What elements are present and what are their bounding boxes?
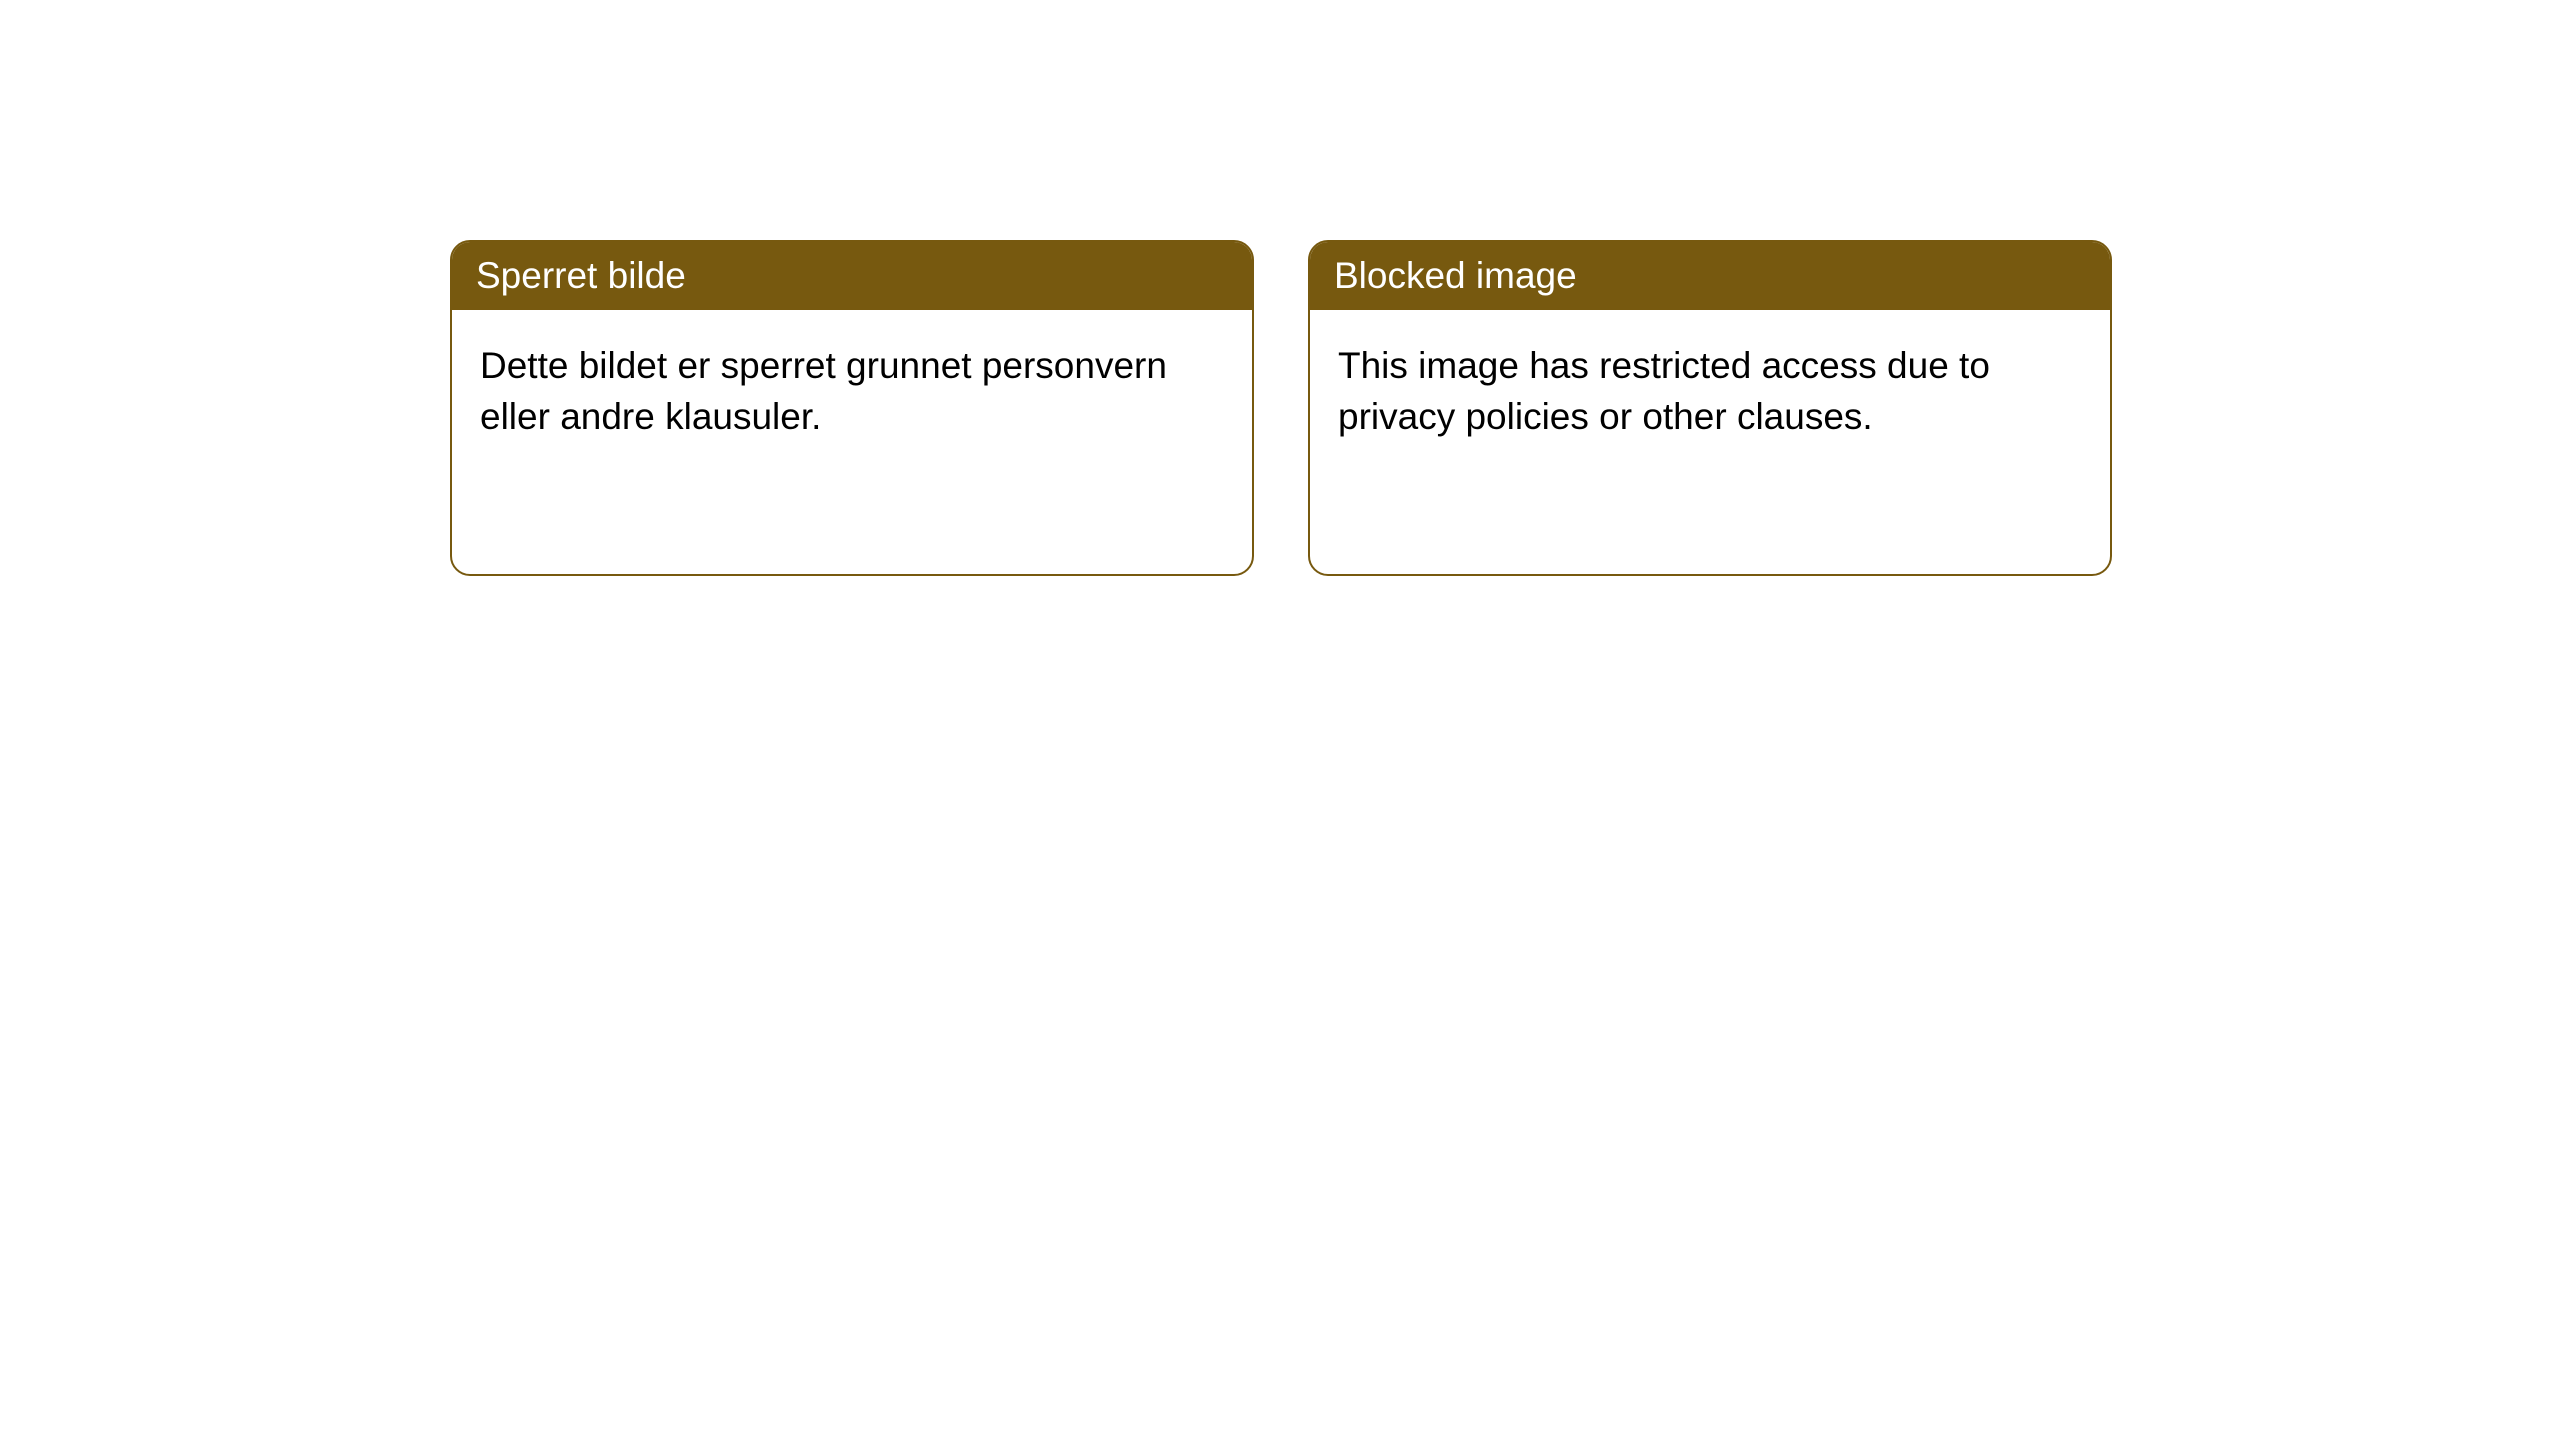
notice-body: Dette bildet er sperret grunnet personve… bbox=[452, 310, 1252, 472]
notice-card-english: Blocked image This image has restricted … bbox=[1308, 240, 2112, 576]
notice-card-norwegian: Sperret bilde Dette bildet er sperret gr… bbox=[450, 240, 1254, 576]
notice-title: Blocked image bbox=[1310, 242, 2110, 310]
notice-body: This image has restricted access due to … bbox=[1310, 310, 2110, 472]
notice-title: Sperret bilde bbox=[452, 242, 1252, 310]
notice-container: Sperret bilde Dette bildet er sperret gr… bbox=[0, 0, 2560, 576]
